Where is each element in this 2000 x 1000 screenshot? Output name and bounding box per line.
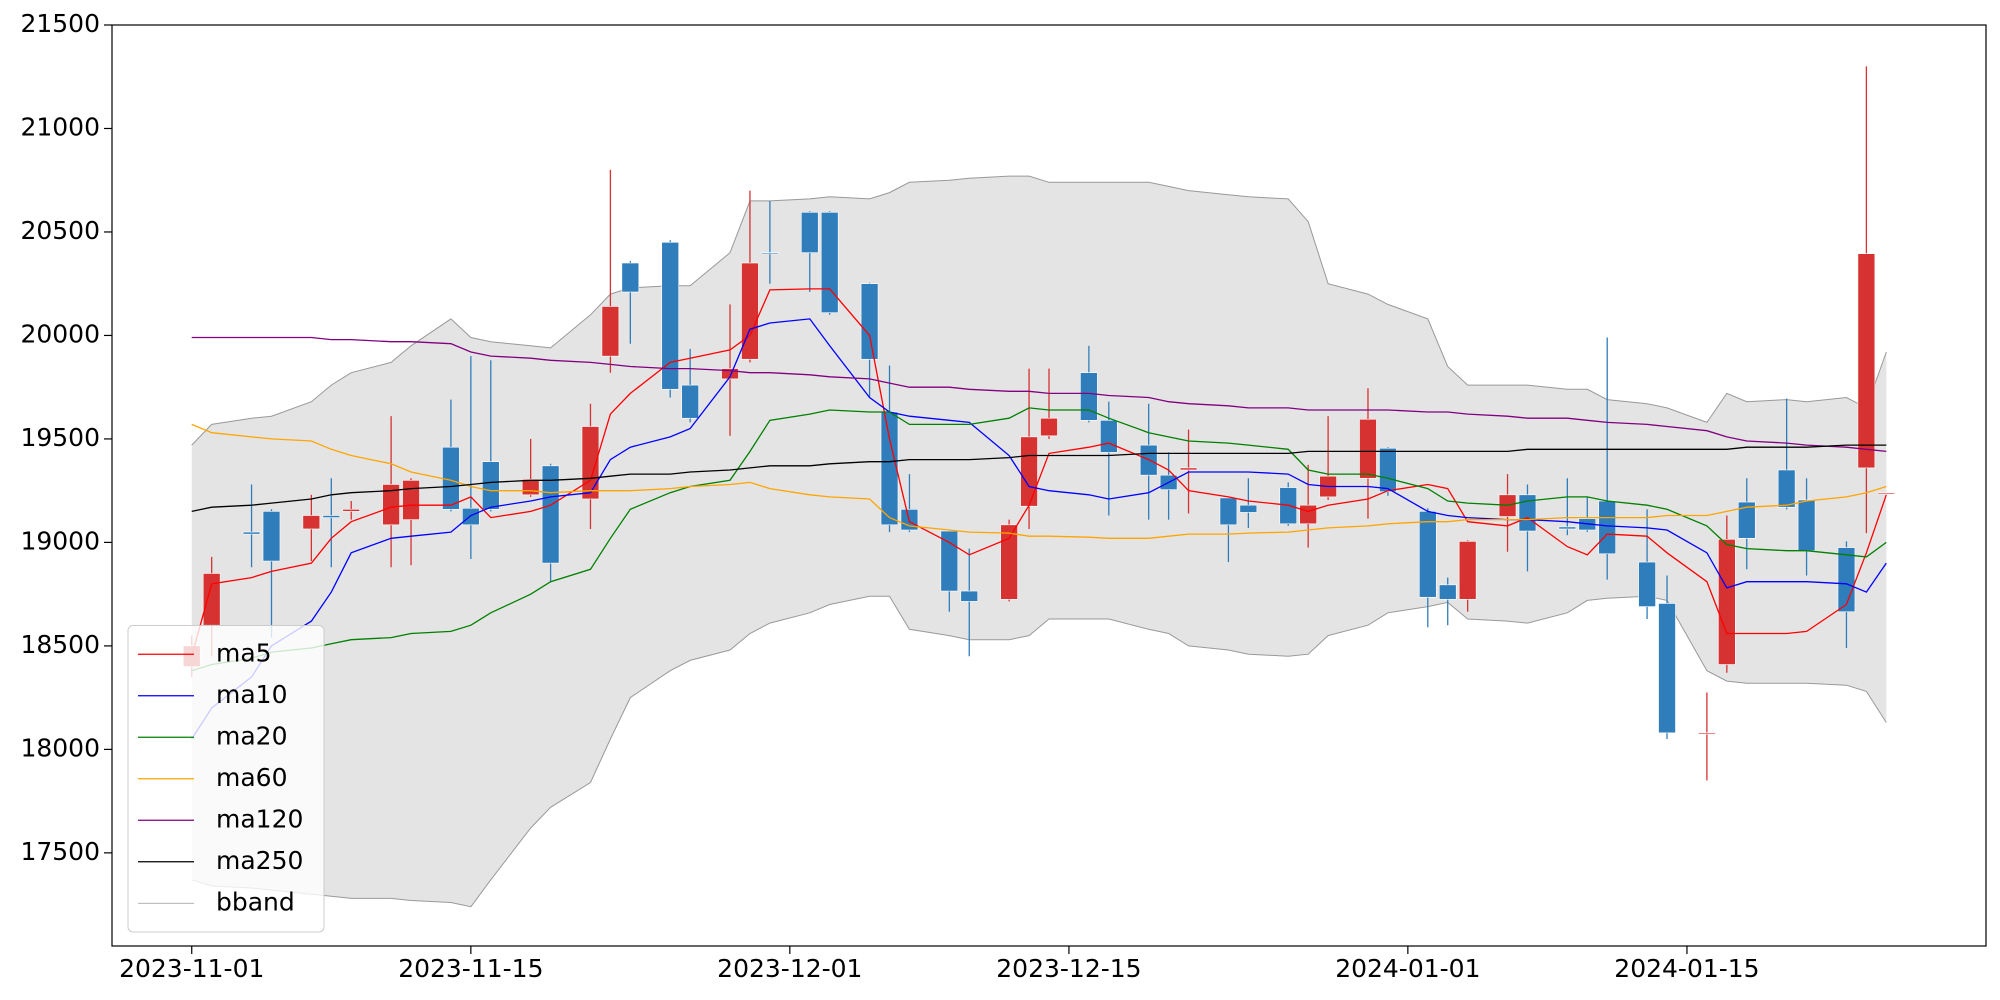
candle-body: [860, 283, 879, 360]
plot-area: [182, 66, 1896, 908]
x-tick-label: 2023-12-15: [996, 954, 1141, 983]
candle-body: [1080, 372, 1098, 421]
y-tick-label: 19000: [20, 526, 100, 555]
y-tick-label: 21000: [20, 112, 100, 141]
legend-box: [127, 625, 325, 933]
candle-body: [302, 515, 321, 530]
candle-body: [1179, 467, 1198, 471]
candle-body: [1239, 504, 1258, 513]
candle-body: [382, 484, 400, 526]
candle-body: [202, 573, 221, 626]
x-tick-label: 2023-12-01: [717, 954, 862, 983]
candle-body: [1638, 561, 1656, 607]
x-tick-label: 2024-01-15: [1614, 954, 1759, 983]
candle-body: [462, 507, 480, 526]
candle-body: [1219, 497, 1238, 526]
candle-body: [1598, 500, 1616, 555]
candle-body: [1658, 603, 1676, 734]
candle-body: [1857, 253, 1876, 469]
candle-body: [1359, 418, 1377, 479]
legend-label: bband: [216, 887, 295, 916]
bband-fill: [191, 176, 1887, 907]
candle-body: [1040, 417, 1058, 437]
candle-body: [262, 511, 281, 562]
candle-body: [800, 212, 819, 253]
candle-body: [741, 262, 759, 360]
candle-body: [601, 306, 620, 357]
candle-body: [342, 509, 361, 512]
x-tick-label: 2023-11-01: [119, 954, 264, 983]
legend-label: ma20: [216, 721, 287, 750]
candle-body: [1518, 494, 1537, 532]
ma-line: [191, 288, 1887, 657]
candle-body: [242, 531, 261, 535]
candle-body: [1438, 584, 1457, 600]
ma-line: [191, 423, 1887, 539]
candle-body: [1737, 501, 1756, 539]
candle-body: [482, 461, 500, 510]
candle-body: [1837, 547, 1856, 613]
legend-label: ma120: [216, 804, 303, 833]
y-tick-label: 18500: [20, 630, 100, 659]
candle-body: [940, 530, 959, 592]
candle-body: [661, 242, 679, 390]
candle-body: [621, 262, 640, 293]
candle-body: [681, 384, 699, 419]
candle-body: [322, 515, 341, 518]
legend-label: ma250: [216, 846, 303, 875]
legend-label: ma10: [216, 680, 287, 709]
y-tick-label: 19500: [20, 423, 100, 452]
candle-body: [1000, 524, 1018, 600]
candle-body: [541, 465, 560, 564]
y-tick-label: 20500: [20, 216, 100, 245]
candle-body: [1877, 492, 1896, 495]
candle-body: [1299, 504, 1317, 525]
candle-body: [1100, 420, 1118, 453]
candle-body: [721, 368, 739, 380]
legend-label: ma60: [216, 763, 287, 792]
y-tick-label: 21500: [20, 9, 100, 38]
ma-line: [191, 407, 1887, 672]
candle-body: [1020, 436, 1038, 507]
candle-body: [1777, 469, 1796, 508]
y-tick-label: 17500: [20, 837, 100, 866]
ma-line: [191, 336, 1887, 453]
candle-body: [1458, 541, 1477, 600]
axes-frame: [111, 24, 1987, 947]
x-tick-label: 2023-11-15: [398, 954, 543, 983]
candle-body: [820, 212, 839, 313]
y-tick-label: 18000: [20, 733, 100, 762]
ma-line: [191, 318, 1887, 740]
candle-body: [1558, 526, 1577, 530]
candle-body: [1698, 732, 1716, 735]
candle-body: [1379, 447, 1397, 493]
legend-label: ma5: [216, 638, 272, 667]
candle-body: [402, 480, 420, 520]
bband-upper: [191, 175, 1887, 446]
candle-body: [581, 426, 600, 500]
candle-body: [761, 252, 779, 255]
y-tick-label: 20000: [20, 319, 100, 348]
x-tick-label: 2024-01-01: [1335, 954, 1480, 983]
candle-body: [521, 478, 540, 496]
candle-body: [880, 411, 899, 526]
candle-body: [1797, 499, 1816, 551]
candle-body: [960, 590, 979, 602]
legend: ma5 ma10 ma20 ma60 ma120 ma250 bband: [127, 625, 325, 933]
candle-body: [1718, 539, 1736, 665]
bband-lower: [191, 595, 1887, 908]
ma-line: [191, 444, 1887, 513]
candle-body: [1419, 511, 1437, 598]
candle-body: [442, 446, 460, 510]
